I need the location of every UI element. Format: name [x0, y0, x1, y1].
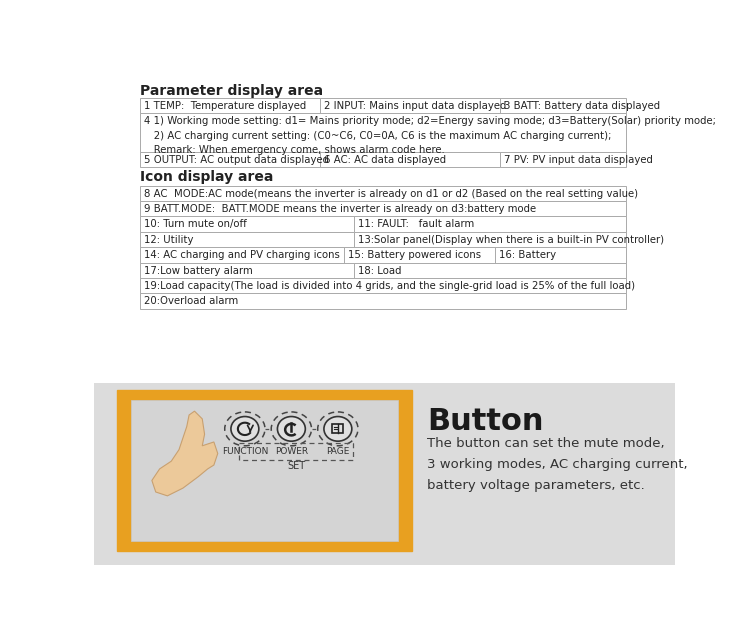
- Bar: [332, 424, 344, 434]
- Bar: [140, 113, 626, 152]
- Bar: [320, 152, 500, 167]
- Bar: [94, 383, 675, 565]
- Text: 13:Solar panel(Display when there is a built-in PV controller): 13:Solar panel(Display when there is a b…: [358, 235, 664, 245]
- Bar: [354, 217, 626, 232]
- Ellipse shape: [324, 417, 352, 441]
- Bar: [140, 185, 626, 201]
- Text: 16: Battery: 16: Battery: [499, 250, 556, 260]
- Text: 20:Overload alarm: 20:Overload alarm: [144, 297, 238, 307]
- Bar: [117, 390, 412, 551]
- Polygon shape: [152, 411, 217, 496]
- Text: Icon display area: Icon display area: [140, 170, 274, 184]
- Bar: [140, 201, 626, 217]
- Bar: [354, 232, 626, 247]
- Text: 7 PV: PV input data displayed: 7 PV: PV input data displayed: [504, 155, 652, 164]
- Text: Parameter display area: Parameter display area: [140, 84, 323, 98]
- Ellipse shape: [278, 417, 305, 441]
- Text: 11: FAULT:   fault alarm: 11: FAULT: fault alarm: [358, 220, 474, 229]
- Bar: [131, 399, 398, 541]
- Text: 10: Turn mute on/off: 10: Turn mute on/off: [144, 220, 247, 229]
- Bar: [140, 262, 354, 278]
- Bar: [140, 247, 344, 262]
- Text: Button: Button: [427, 407, 544, 436]
- Text: 2 INPUT: Mains input data displayed: 2 INPUT: Mains input data displayed: [324, 101, 506, 111]
- Bar: [320, 98, 500, 113]
- Ellipse shape: [231, 417, 259, 441]
- Text: 18: Load: 18: Load: [358, 265, 401, 276]
- Text: 1 TEMP:  Temperature displayed: 1 TEMP: Temperature displayed: [144, 101, 306, 111]
- Text: 9 BATT.MODE:  BATT.MODE means the inverter is already on d3:battery mode: 9 BATT.MODE: BATT.MODE means the inverte…: [144, 204, 536, 214]
- Text: 19:Load capacity(The load is divided into 4 grids, and the single-grid load is 2: 19:Load capacity(The load is divided int…: [144, 281, 635, 291]
- Bar: [500, 152, 626, 167]
- Bar: [140, 293, 626, 309]
- Bar: [354, 262, 626, 278]
- Bar: [140, 152, 320, 167]
- Text: 8 AC  MODE:AC mode(means the inverter is already on d1 or d2 (Based on the real : 8 AC MODE:AC mode(means the inverter is …: [144, 189, 638, 199]
- Text: SET: SET: [287, 461, 305, 471]
- Text: FUNCTION: FUNCTION: [222, 446, 268, 455]
- Text: The button can set the mute mode,
3 working modes, AC charging current,
battery : The button can set the mute mode, 3 work…: [427, 436, 688, 491]
- Bar: [500, 98, 626, 113]
- Text: PAGE: PAGE: [326, 446, 350, 455]
- Bar: [140, 232, 354, 247]
- Bar: [344, 247, 495, 262]
- Text: 4 1) Working mode setting: d1= Mains priority mode; d2=Energy saving mode; d3=Ba: 4 1) Working mode setting: d1= Mains pri…: [144, 116, 716, 155]
- Text: 6 AC: AC data displayed: 6 AC: AC data displayed: [324, 155, 446, 164]
- Text: 17:Low battery alarm: 17:Low battery alarm: [144, 265, 253, 276]
- Text: POWER: POWER: [274, 446, 308, 455]
- Bar: [140, 278, 626, 293]
- Text: 15: Battery powered icons: 15: Battery powered icons: [348, 250, 482, 260]
- Bar: [495, 247, 626, 262]
- Bar: [238, 443, 353, 460]
- Text: 14: AC charging and PV charging icons: 14: AC charging and PV charging icons: [144, 250, 340, 260]
- Bar: [140, 217, 354, 232]
- Bar: [140, 98, 320, 113]
- Bar: [94, 76, 675, 383]
- Text: 3 BATT: Battery data displayed: 3 BATT: Battery data displayed: [504, 101, 660, 111]
- Text: 12: Utility: 12: Utility: [144, 235, 194, 245]
- Text: 5 OUTPUT: AC output data displayed: 5 OUTPUT: AC output data displayed: [144, 155, 329, 164]
